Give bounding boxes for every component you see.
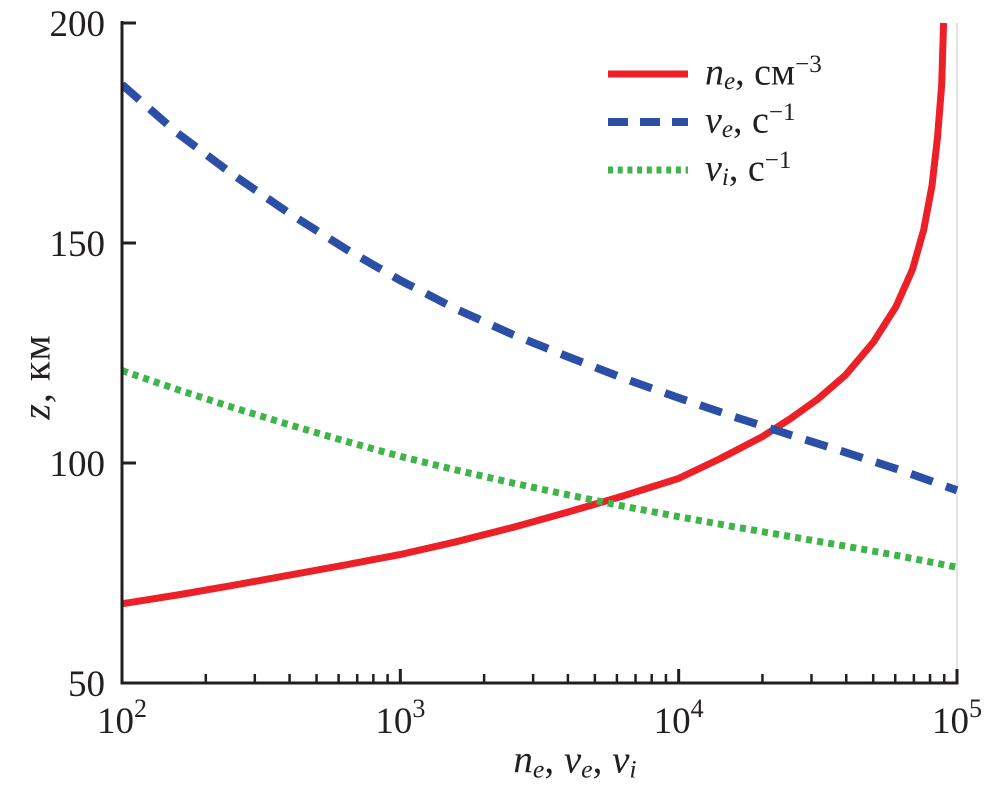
label-segment: , см xyxy=(735,52,796,95)
label-segment: −1 xyxy=(768,99,796,127)
label-segment: e xyxy=(721,116,734,144)
series-nu-e xyxy=(122,81,959,495)
legend-line-sample-dashed xyxy=(608,118,688,126)
label-segment: −3 xyxy=(795,51,822,79)
label-segment: n xyxy=(513,738,533,782)
label-segment: z xyxy=(13,403,59,420)
legend: ne, см−3 νe, с−1 νi, с−1 xyxy=(606,50,822,194)
label-segment: e xyxy=(581,754,593,784)
x-tick-label: 102 xyxy=(97,694,147,742)
label-segment: , км xyxy=(13,334,59,404)
legend-label: νi, с−1 xyxy=(705,137,791,202)
y-tick-label: 50 xyxy=(68,664,105,705)
series-nu-i xyxy=(122,367,958,571)
legend-item-nu-e: νe, с−1 xyxy=(606,98,822,146)
legend-item-ne: ne, см−3 xyxy=(606,50,822,98)
label-segment: e xyxy=(532,754,545,784)
label-segment: e xyxy=(724,68,736,96)
y-tick-label: 150 xyxy=(50,224,106,265)
label-segment: , xyxy=(544,738,564,782)
label-segment: −1 xyxy=(764,147,792,175)
x-axis-label: ne, νe, νi xyxy=(513,738,636,785)
label-segment: , с xyxy=(733,100,769,143)
label-segment: ν xyxy=(705,148,722,191)
legend-line-sample-solid xyxy=(608,70,688,78)
legend-label: ne, см−3 xyxy=(705,41,822,106)
label-segment: i xyxy=(721,164,729,192)
label-segment: ν xyxy=(705,100,722,143)
x-tick-label: 105 xyxy=(932,694,982,742)
label-segment: , xyxy=(592,738,613,782)
label-segment: , с xyxy=(728,148,765,191)
y-tick-label: 200 xyxy=(50,4,106,45)
label-segment: i xyxy=(629,754,637,784)
legend-label: νe, с−1 xyxy=(705,89,796,154)
x-tick-label: 103 xyxy=(375,694,425,742)
x-tick-label: 104 xyxy=(654,694,704,742)
label-segment: ν xyxy=(612,738,630,782)
label-segment: ν xyxy=(563,738,582,782)
label-segment: n xyxy=(705,52,724,95)
y-tick-label: 100 xyxy=(50,444,106,485)
y-axis-label: z, км xyxy=(13,334,60,419)
series-ne xyxy=(122,22,948,608)
legend-line-sample-dotted xyxy=(608,166,688,174)
legend-item-nu-i: νi, с−1 xyxy=(606,146,822,194)
